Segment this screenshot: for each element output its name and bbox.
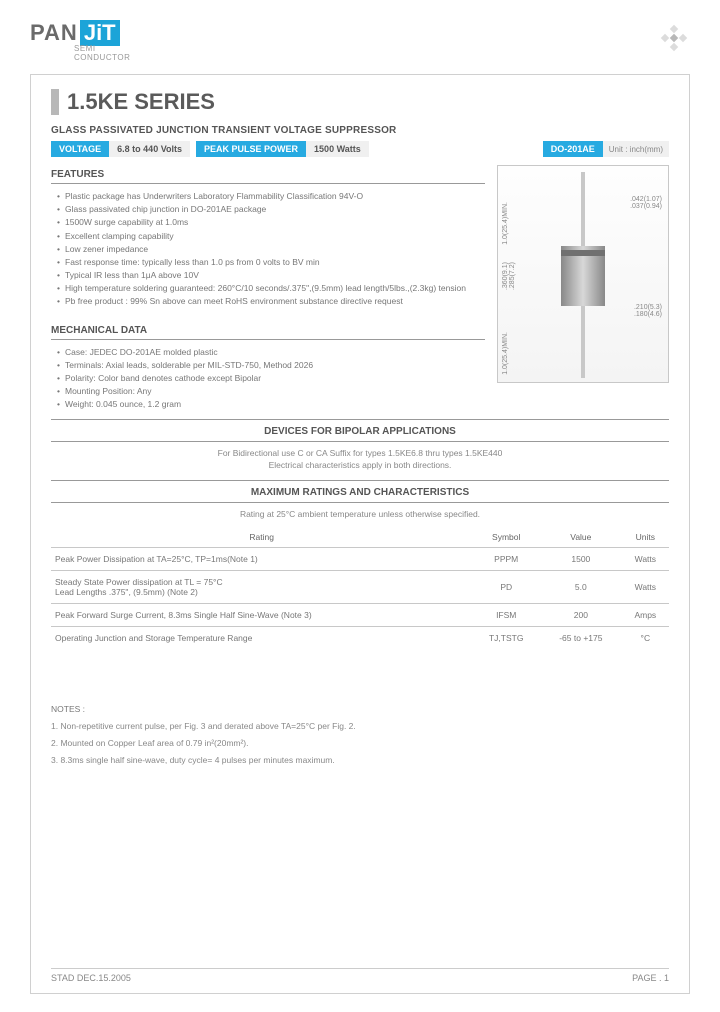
mechanical-item: Weight: 0.045 ounce, 1.2 gram: [57, 398, 485, 411]
feature-item: Glass passivated chip junction in DO-201…: [57, 203, 485, 216]
bipolar-text: For Bidirectional use C or CA Suffix for…: [51, 448, 669, 472]
table-cell: TJ,TSTG: [472, 627, 540, 650]
table-cell: 200: [540, 604, 622, 627]
mechanical-list: Case: JEDEC DO-201AE molded plasticTermi…: [51, 346, 485, 412]
table-row: Peak Forward Surge Current, 8.3ms Single…: [51, 604, 669, 627]
ratings-header: Rating: [51, 527, 472, 548]
mechanical-item: Mounting Position: Any: [57, 385, 485, 398]
right-column: .042(1.07) .037(0.94) 1.0(25.4)MIN. .360…: [497, 165, 669, 411]
logo-subtitle: SEMI CONDUCTOR: [74, 44, 690, 62]
logo-brand: PAN: [30, 20, 78, 46]
feature-item: 1500W surge capability at 1.0ms: [57, 216, 485, 229]
dim-lead-dia: .042(1.07) .037(0.94): [630, 196, 662, 210]
ratings-subtext: Rating at 25°C ambient temperature unles…: [51, 509, 669, 521]
table-cell: Amps: [622, 604, 669, 627]
note-item: 1. Non-repetitive current pulse, per Fig…: [51, 721, 669, 733]
table-cell: 5.0: [540, 571, 622, 604]
table-cell: -65 to +175: [540, 627, 622, 650]
mechanical-heading: MECHANICAL DATA: [51, 325, 485, 340]
table-cell: Steady State Power dissipation at TL = 7…: [51, 571, 472, 604]
feature-item: Typical IR less than 1μA above 10V: [57, 269, 485, 282]
feature-item: Low zener impedance: [57, 243, 485, 256]
page-footer: STAD DEC.15.2005 PAGE . 1: [51, 968, 669, 983]
header: PAN JiT SEMI CONDUCTOR: [30, 20, 690, 62]
ratings-header: Value: [540, 527, 622, 548]
left-column: FEATURES Plastic package has Underwriter…: [51, 165, 485, 411]
table-cell: 1500: [540, 548, 622, 571]
voltage-value: 6.8 to 440 Volts: [109, 141, 190, 157]
dim-lead-top: 1.0(25.4)MIN.: [502, 202, 509, 245]
features-list: Plastic package has Underwriters Laborat…: [51, 190, 485, 309]
table-cell: IFSM: [472, 604, 540, 627]
dim-body-dia: .210(5.3) .180(4.6): [634, 304, 662, 318]
table-cell: Watts: [622, 571, 669, 604]
ratings-header: Symbol: [472, 527, 540, 548]
note-item: 3. 8.3ms single half sine-wave, duty cyc…: [51, 755, 669, 767]
ratings-heading: MAXIMUM RATINGS AND CHARACTERISTICS: [51, 487, 669, 498]
page-subtitle: GLASS PASSIVATED JUNCTION TRANSIENT VOLT…: [51, 125, 669, 136]
ratings-table: RatingSymbolValueUnits Peak Power Dissip…: [51, 527, 669, 649]
notes-heading: NOTES :: [51, 704, 669, 716]
spec-bar: VOLTAGE 6.8 to 440 Volts PEAK PULSE POWE…: [51, 141, 669, 157]
mechanical-item: Terminals: Axial leads, solderable per M…: [57, 359, 485, 372]
table-cell: Watts: [622, 548, 669, 571]
table-cell: PD: [472, 571, 540, 604]
ratings-header: Units: [622, 527, 669, 548]
dim-body-len: .360(9.1) .285(7.2): [502, 262, 516, 290]
decorative-dots-icon: [658, 24, 692, 52]
table-cell: PPPM: [472, 548, 540, 571]
power-label: PEAK PULSE POWER: [196, 141, 306, 157]
mechanical-item: Case: JEDEC DO-201AE molded plastic: [57, 346, 485, 359]
unit-label: Unit : inch(mm): [603, 141, 669, 157]
mechanical-item: Polarity: Color band denotes cathode exc…: [57, 372, 485, 385]
table-row: Peak Power Dissipation at TA=25°C, TP=1m…: [51, 548, 669, 571]
footer-page: PAGE . 1: [632, 973, 669, 983]
feature-item: High temperature soldering guaranteed: 2…: [57, 282, 485, 295]
table-cell: Operating Junction and Storage Temperatu…: [51, 627, 472, 650]
features-heading: FEATURES: [51, 169, 485, 184]
logo-brand2: JiT: [80, 20, 120, 46]
table-cell: Peak Power Dissipation at TA=25°C, TP=1m…: [51, 548, 472, 571]
bipolar-heading: DEVICES FOR BIPOLAR APPLICATIONS: [51, 426, 669, 437]
table-row: Steady State Power dissipation at TL = 7…: [51, 571, 669, 604]
two-column: FEATURES Plastic package has Underwriter…: [51, 165, 669, 411]
power-value: 1500 Watts: [306, 141, 369, 157]
table-cell: °C: [622, 627, 669, 650]
dim-lead-bot: 1.0(25.4)MIN.: [502, 332, 509, 375]
feature-item: Pb free product : 99% Sn above can meet …: [57, 295, 485, 308]
logo: PAN JiT: [30, 20, 690, 46]
datasheet-page: PAN JiT SEMI CONDUCTOR 1.5KE SERIES GLAS…: [0, 0, 720, 1012]
feature-item: Excellent clamping capability: [57, 230, 485, 243]
feature-item: Fast response time: typically less than …: [57, 256, 485, 269]
page-title: 1.5KE SERIES: [51, 89, 669, 115]
content-frame: 1.5KE SERIES GLASS PASSIVATED JUNCTION T…: [30, 74, 690, 994]
package-diagram: .042(1.07) .037(0.94) 1.0(25.4)MIN. .360…: [497, 165, 669, 383]
table-row: Operating Junction and Storage Temperatu…: [51, 627, 669, 650]
table-cell: Peak Forward Surge Current, 8.3ms Single…: [51, 604, 472, 627]
voltage-label: VOLTAGE: [51, 141, 109, 157]
feature-item: Plastic package has Underwriters Laborat…: [57, 190, 485, 203]
note-item: 2. Mounted on Copper Leaf area of 0.79 i…: [51, 738, 669, 750]
footer-date: STAD DEC.15.2005: [51, 973, 131, 983]
package-label: DO-201AE: [543, 141, 603, 157]
notes-section: NOTES : 1. Non-repetitive current pulse,…: [51, 704, 669, 767]
